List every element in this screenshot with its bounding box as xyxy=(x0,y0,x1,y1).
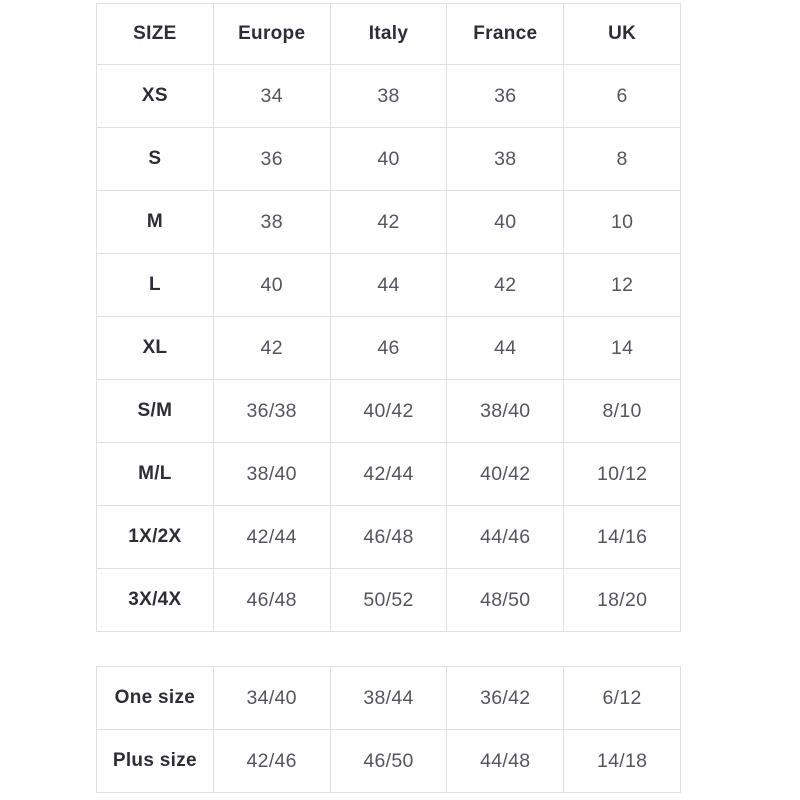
cell: 42/44 xyxy=(212,505,331,569)
row-label: Plus size xyxy=(96,729,214,793)
cell: 12 xyxy=(563,253,681,317)
table-row: Plus size 42/46 46/50 44/48 14/18 xyxy=(96,729,681,793)
row-label: M xyxy=(96,190,214,254)
cell: 38/44 xyxy=(329,666,448,730)
cell: 40/42 xyxy=(446,442,565,506)
table-row: 3X/4X 46/48 50/52 48/50 18/20 xyxy=(96,568,681,632)
table-row: XL 42 46 44 14 xyxy=(96,316,681,380)
column-header-size: SIZE xyxy=(96,3,214,65)
cell: 36 xyxy=(212,127,331,191)
cell: 40 xyxy=(446,190,565,254)
cell: 40 xyxy=(329,127,448,191)
cell: 46 xyxy=(329,316,448,380)
cell: 42 xyxy=(329,190,448,254)
cell: 18/20 xyxy=(563,568,681,632)
cell: 44 xyxy=(329,253,448,317)
row-label: 3X/4X xyxy=(96,568,214,632)
cell: 36/38 xyxy=(212,379,331,443)
cell: 46/48 xyxy=(212,568,331,632)
cell: 42/44 xyxy=(329,442,448,506)
cell: 42/46 xyxy=(212,729,331,793)
cell: 6 xyxy=(563,64,681,128)
row-label: XL xyxy=(96,316,214,380)
cell: 38 xyxy=(329,64,448,128)
cell: 42 xyxy=(212,316,331,380)
size-conversion-table: SIZE Europe Italy France UK XS 34 38 36 … xyxy=(96,3,681,632)
cell: 50/52 xyxy=(329,568,448,632)
cell: 14/18 xyxy=(563,729,681,793)
row-label: L xyxy=(96,253,214,317)
cell: 14 xyxy=(563,316,681,380)
row-label: S xyxy=(96,127,214,191)
row-label: S/M xyxy=(96,379,214,443)
cell: 44/46 xyxy=(446,505,565,569)
cell: 34/40 xyxy=(212,666,331,730)
table-row: 1X/2X 42/44 46/48 44/46 14/16 xyxy=(96,505,681,569)
table-row: M/L 38/40 42/44 40/42 10/12 xyxy=(96,442,681,506)
cell: 10 xyxy=(563,190,681,254)
cell: 44 xyxy=(446,316,565,380)
cell: 44/48 xyxy=(446,729,565,793)
cell: 8 xyxy=(563,127,681,191)
column-header-france: France xyxy=(446,3,565,65)
row-label: XS xyxy=(96,64,214,128)
cell: 38 xyxy=(446,127,565,191)
column-header-uk: UK xyxy=(563,3,681,65)
column-header-europe: Europe xyxy=(212,3,331,65)
table-row: One size 34/40 38/44 36/42 6/12 xyxy=(96,666,681,730)
special-sizes-table: One size 34/40 38/44 36/42 6/12 Plus siz… xyxy=(96,666,681,793)
cell: 48/50 xyxy=(446,568,565,632)
cell: 36/42 xyxy=(446,666,565,730)
cell: 6/12 xyxy=(563,666,681,730)
table-row: M 38 42 40 10 xyxy=(96,190,681,254)
table-row: S 36 40 38 8 xyxy=(96,127,681,191)
cell: 38/40 xyxy=(446,379,565,443)
cell: 38 xyxy=(212,190,331,254)
row-label: M/L xyxy=(96,442,214,506)
cell: 14/16 xyxy=(563,505,681,569)
row-label: One size xyxy=(96,666,214,730)
table-row: S/M 36/38 40/42 38/40 8/10 xyxy=(96,379,681,443)
cell: 36 xyxy=(446,64,565,128)
cell: 10/12 xyxy=(563,442,681,506)
cell: 46/48 xyxy=(329,505,448,569)
cell: 34 xyxy=(212,64,331,128)
cell: 38/40 xyxy=(212,442,331,506)
table-row: XS 34 38 36 6 xyxy=(96,64,681,128)
header-row: SIZE Europe Italy France UK xyxy=(96,3,681,65)
row-label: 1X/2X xyxy=(96,505,214,569)
cell: 40 xyxy=(212,253,331,317)
cell: 46/50 xyxy=(329,729,448,793)
size-tables: SIZE Europe Italy France UK XS 34 38 36 … xyxy=(96,3,681,793)
column-header-italy: Italy xyxy=(329,3,448,65)
cell: 42 xyxy=(446,253,565,317)
cell: 40/42 xyxy=(329,379,448,443)
table-row: L 40 44 42 12 xyxy=(96,253,681,317)
cell: 8/10 xyxy=(563,379,681,443)
